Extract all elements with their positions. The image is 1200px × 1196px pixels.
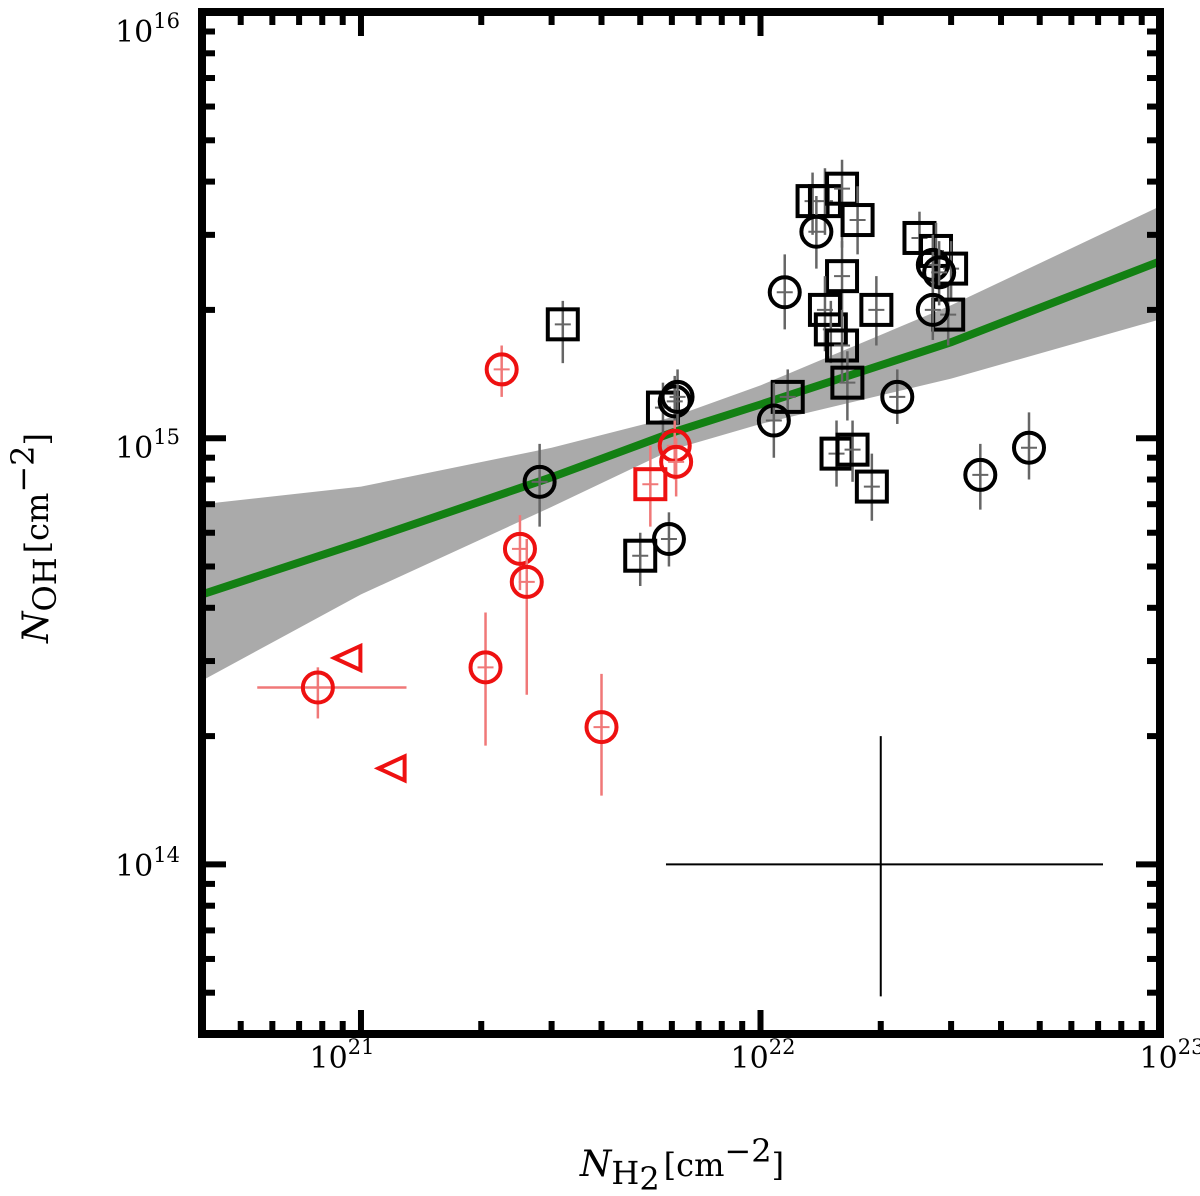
red-circles-4-marker — [509, 564, 544, 599]
black-squares-5-marker — [807, 184, 842, 219]
red-circles-0-marker — [300, 670, 335, 705]
x-tick-label-0: 1021 — [310, 1035, 375, 1076]
y-tick-label-1: 1015 — [115, 425, 180, 466]
black-squares-13-marker — [859, 292, 894, 327]
red-triangles-0-marker — [329, 642, 363, 674]
black-squares-12-marker — [830, 365, 865, 400]
fit-confidence-band — [202, 206, 1160, 681]
plot-frame — [198, 8, 1164, 1038]
red-circles-3-marker — [502, 531, 537, 566]
x-tick-label-1: 1022 — [731, 1035, 796, 1076]
x-axis-label: NH2 [cm−2] — [579, 1132, 784, 1196]
black-squares-16-marker — [854, 469, 889, 504]
black-circles-6-marker — [799, 214, 834, 249]
red-circles-7-marker — [659, 444, 694, 479]
black-squares-9-marker — [807, 292, 842, 327]
black-circles-10-marker — [915, 292, 950, 327]
black-circles-5-marker — [767, 275, 802, 310]
black-squares-11-marker — [825, 328, 860, 363]
axes-frame — [198, 8, 1164, 1038]
black-circles-9-marker — [922, 255, 957, 290]
black-squares-1-marker — [623, 538, 658, 573]
black-circles-7-marker — [880, 379, 915, 414]
red-circles-6-marker — [657, 428, 692, 463]
red-circles-2-marker — [484, 352, 519, 387]
red-triangles-1-marker — [373, 753, 407, 784]
black-squares-15-marker — [835, 432, 870, 467]
black-circles-0-marker — [522, 464, 557, 499]
black-squares-0-marker — [545, 307, 580, 342]
black-circles-11-marker — [963, 457, 998, 492]
black-circles-3-marker — [660, 379, 695, 414]
red-squares-0-marker — [633, 467, 668, 502]
black-circles-12-marker — [1012, 430, 1046, 465]
black-squares-8-marker — [825, 259, 860, 294]
red-circles-1-marker — [468, 650, 503, 685]
x-tick-label-2: 1023 — [1140, 1035, 1200, 1076]
black-circles-4-marker — [756, 403, 791, 438]
black-circles-1-marker — [651, 522, 686, 557]
y-axis-label: NOH[cm−2] — [4, 433, 64, 644]
black-circles-2-marker — [657, 384, 692, 419]
y-tick-label-2: 1016 — [115, 9, 180, 50]
y-tick-label-0: 1014 — [115, 843, 180, 884]
black-squares-7-marker — [840, 203, 875, 238]
plot-area — [200, 159, 1162, 997]
red-circles-5-marker — [584, 710, 619, 745]
